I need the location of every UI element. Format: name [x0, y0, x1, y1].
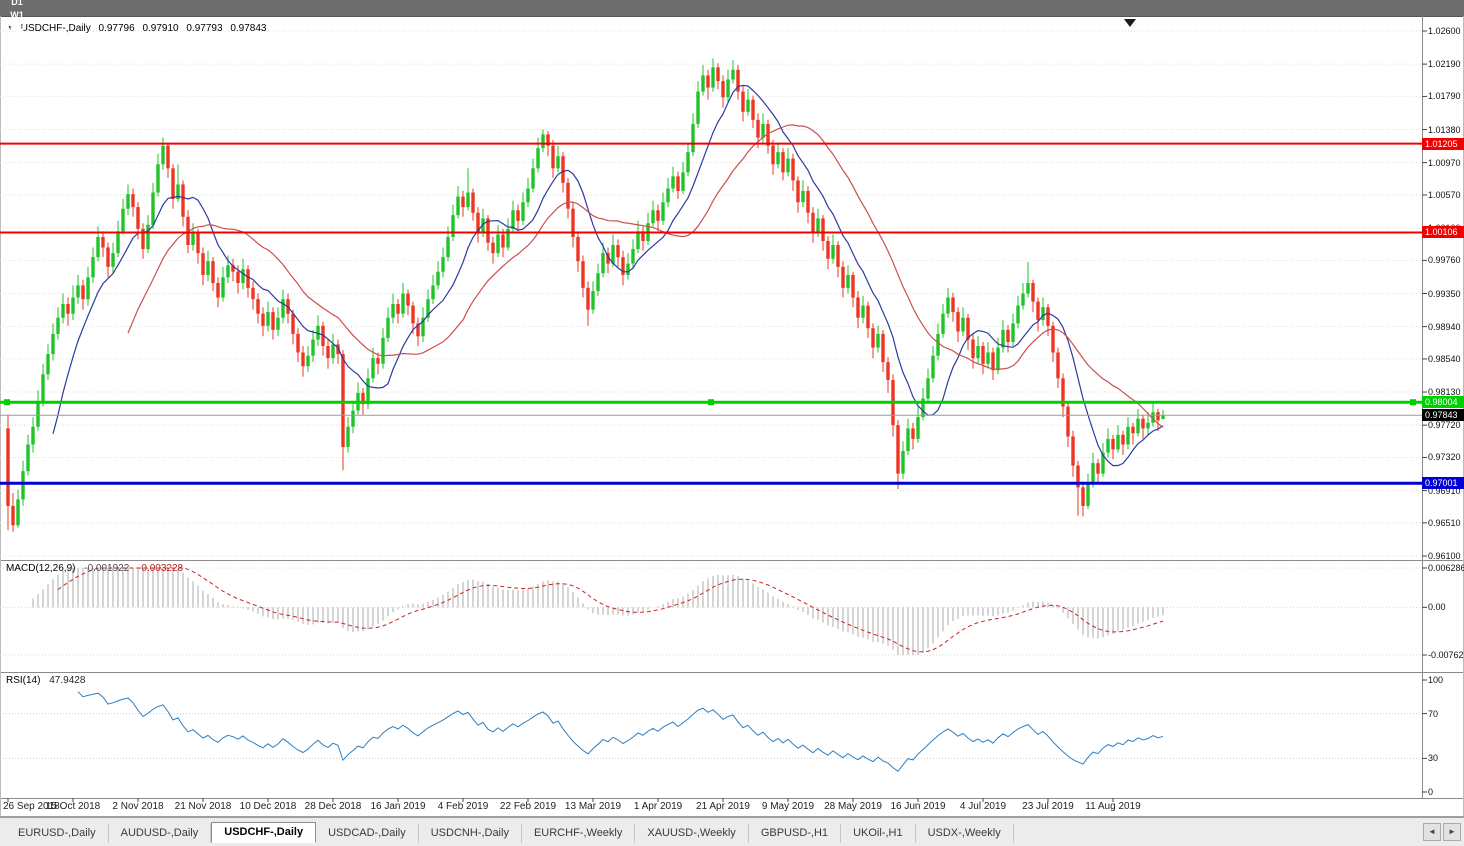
time-axis-label: 21 Apr 2019: [696, 801, 750, 812]
time-axis-label: 1 Apr 2019: [633, 801, 683, 812]
time-axis-label: 22 Feb 2019: [499, 801, 557, 812]
chart-tabs: EURUSD-,Daily AUDUSD-,Daily USDCHF-,Daily U…: [6, 822, 1014, 843]
time-axis-label: 2 Nov 2018: [112, 801, 164, 812]
macd-axis-tick: 0.00: [1428, 602, 1446, 613]
price-axis-tick: 1.00570: [1428, 189, 1461, 200]
horizontal-lines[interactable]: [0, 142, 1422, 485]
chart-shift-marker-icon[interactable]: [1124, 19, 1136, 27]
macd-axis-tick: -0.00762: [1428, 650, 1464, 660]
chart-tab-bar: EURUSD-,Daily AUDUSD-,Daily USDCHF-,Daily U…: [0, 817, 1464, 846]
time-axis-label: 16 Jun 2019: [890, 801, 946, 812]
rsi-name: RSI(14): [6, 675, 41, 686]
rsi-pane: [0, 679, 1427, 793]
time-axis-label: 23 Jul 2019: [1022, 801, 1074, 812]
time-axis-label: 21 Nov 2018: [174, 801, 232, 812]
price-line-label: 1.01205: [1422, 137, 1464, 150]
macd-signal-value: -0.003228: [138, 563, 184, 574]
price-axis-tick: 1.02190: [1428, 59, 1461, 70]
moving-averages: [52, 84, 1164, 467]
chart-tab-audusd[interactable]: AUDUSD-,Daily: [108, 824, 212, 843]
price-axis-tick: 0.98540: [1428, 353, 1461, 364]
price-line-label: 0.97001: [1422, 477, 1464, 490]
tab-scroll-arrows: ◄ ►: [1421, 823, 1461, 841]
chart-tab-usdx[interactable]: USDX-,Weekly: [915, 824, 1014, 843]
price-line-label: 0.97843: [1422, 409, 1464, 422]
pane-splitter[interactable]: [0, 558, 1464, 562]
chart-tab-xauusd[interactable]: XAUUSD-,Weekly: [635, 824, 749, 843]
pane-splitter[interactable]: [0, 670, 1464, 674]
time-axis-label: 16 Jan 2019: [370, 801, 426, 812]
ohlc-close: 0.97843: [230, 23, 267, 34]
price-axis-tick: 0.96910: [1428, 485, 1461, 496]
price-axis-tick: 0.99760: [1428, 255, 1461, 266]
timeframe-button-mn[interactable]: MN: [10, 23, 24, 33]
chart-tab-usdcnh[interactable]: USDCNH-,Daily: [418, 824, 522, 843]
price-axis-tick: 0.98940: [1428, 321, 1461, 332]
chart-ohlc-header: ▼ USDCHF-,Daily 0.97796 0.97910 0.97793 …: [7, 23, 266, 34]
price-axis-tick: 1.02600: [1428, 26, 1461, 36]
chart-tab-eurchf[interactable]: EURCHF-,Weekly: [521, 824, 636, 843]
macd-grid: [0, 567, 1427, 656]
macd-histogram: [32, 568, 1164, 655]
rsi-axis-tick: 100: [1428, 675, 1444, 685]
rsi-axis-tick: 30: [1428, 753, 1439, 764]
price-axis-tick: 1.01380: [1428, 124, 1461, 135]
timeframe-button-d1[interactable]: D1: [11, 0, 23, 7]
price-axis-tick: 0.96510: [1428, 517, 1461, 528]
price-axis-tick: 0.97320: [1428, 452, 1461, 463]
timeframe-button-w1[interactable]: W1: [10, 10, 24, 20]
time-axis-label: 10 Dec 2018: [239, 801, 297, 812]
chart-tab-usdchf[interactable]: USDCHF-,Daily: [211, 822, 317, 843]
chart-tab-usdcad[interactable]: USDCAD-,Daily: [316, 824, 419, 843]
timeframe-buttons: H4D1W1MN: [5, 0, 31, 34]
macd-signal-line: [57, 567, 1164, 653]
chart-symbol-label: USDCHF-,Daily: [20, 23, 91, 34]
ohlc-open: 0.97796: [98, 23, 135, 34]
time-axis-label: 28 May 2019: [824, 801, 882, 812]
time-axis-label: 11 Aug 2019: [1085, 801, 1141, 812]
tab-scroll-left-icon[interactable]: ◄: [1423, 823, 1441, 841]
time-axis-label: 4 Feb 2019: [437, 801, 489, 812]
price-axis-tick: 0.97720: [1428, 420, 1461, 431]
price-line-label: 0.98004: [1422, 396, 1464, 409]
macd-name: MACD(12,26,9): [6, 563, 76, 574]
tab-scroll-right-icon[interactable]: ►: [1443, 823, 1461, 841]
rsi-axis-tick: 70: [1428, 708, 1439, 719]
price-axis[interactable]: 1.02600 1.02190 1.01790 1.01380 1.00970 1.005…: [1422, 0, 1464, 817]
chart-tab-eurusd[interactable]: EURUSD-,Daily: [6, 824, 109, 843]
chart-tab-ukoil[interactable]: UKOil-,H1: [841, 824, 916, 843]
ohlc-low: 0.97793: [186, 23, 223, 34]
time-axis[interactable]: 26 Sep 2018 15 Oct 2018 2 Nov 2018 21 Nov 2…: [0, 798, 1422, 817]
time-axis-label: 28 Dec 2018: [304, 801, 362, 812]
timeframe-toolbar: H4D1W1MN: [0, 0, 1464, 33]
price-axis-badges: 1.01205 1.00106 0.98004 0.97001 0.97843: [1422, 0, 1464, 817]
rsi-axis-tick: 0: [1428, 787, 1434, 797]
time-axis-label: 9 May 2019: [761, 801, 815, 812]
time-axis-label: 15 Oct 2018: [45, 801, 101, 812]
price-axis-tick: 0.99350: [1428, 288, 1461, 299]
rsi-indicator-label: RSI(14) 47.9428: [6, 675, 85, 686]
chart-frame: [0, 16, 1464, 817]
time-axis-label: 4 Jul 2019: [959, 801, 1007, 812]
price-line-label: 1.00106: [1422, 226, 1464, 239]
price-axis-tick: 1.01790: [1428, 91, 1461, 102]
chart-tab-gbpusd[interactable]: GBPUSD-,H1: [748, 824, 842, 843]
price-axis-tick: 1.00970: [1428, 157, 1461, 168]
ohlc-high: 0.97910: [142, 23, 179, 34]
price-grid: [0, 30, 1427, 557]
time-axis-label: 13 Mar 2019: [564, 801, 622, 812]
time-axis-label: 26 Sep 2018: [3, 801, 60, 812]
price-axis-tick: 0.98130: [1428, 387, 1461, 398]
macd-main-value: -0.001922: [84, 563, 130, 574]
macd-axis-tick: 0.006286: [1428, 563, 1464, 573]
rsi-value: 47.9428: [49, 675, 86, 686]
price-axis-tick: 0.96100: [1428, 551, 1461, 561]
collapse-triangle-icon[interactable]: ▼: [7, 25, 14, 32]
macd-indicator-label: MACD(12,26,9) -0.001922 -0.003228: [6, 563, 183, 574]
